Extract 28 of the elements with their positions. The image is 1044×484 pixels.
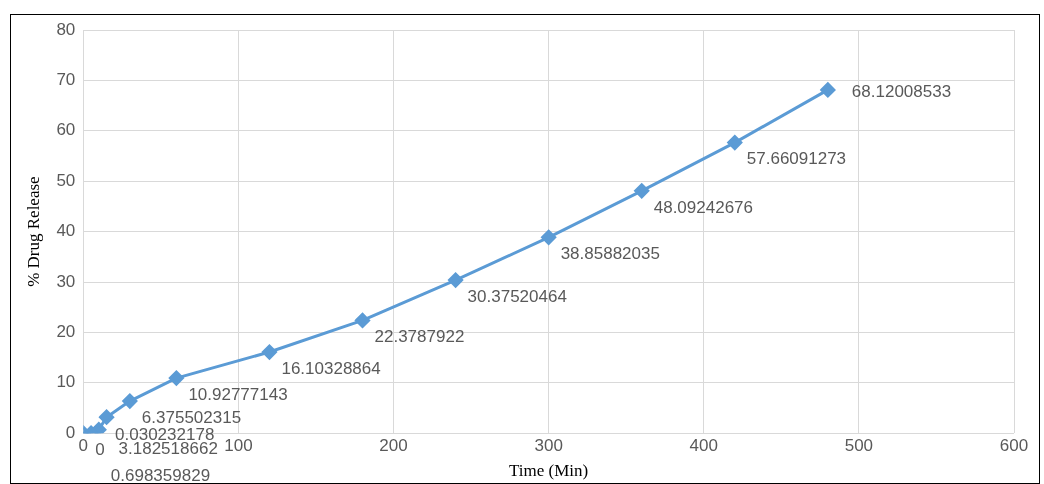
y-tick-label: 0	[65, 422, 76, 442]
y-tick-label: 30	[56, 271, 76, 291]
y-tick-label: 60	[56, 120, 76, 140]
data-label: 57.66091273	[746, 149, 847, 169]
x-tick-label: 300	[534, 436, 563, 456]
x-tick-label: 600	[999, 436, 1029, 456]
data-label: 68.12008533	[851, 81, 952, 101]
x-tick-label: 400	[689, 436, 718, 456]
data-label: 48.09242676	[653, 197, 753, 217]
x-tick-label: 200	[379, 436, 408, 456]
data-label: 16.10328864	[281, 358, 381, 378]
x-tick-label: 0	[78, 436, 89, 456]
y-tick-label: 70	[56, 70, 76, 90]
x-tick-label: 500	[844, 436, 874, 456]
x-tick-label: 100	[224, 436, 253, 456]
data-label: 22.3787922	[374, 327, 465, 347]
data-label: 38.85882035	[560, 244, 660, 264]
data-label: 6.375502315	[141, 407, 242, 427]
y-tick-label: 20	[56, 322, 76, 342]
y-tick-label: 40	[56, 221, 76, 241]
y-axis-title: % Drug Release	[23, 176, 43, 287]
data-label: 30.37520464	[467, 286, 567, 306]
y-tick-label: 50	[56, 170, 76, 190]
data-label: 0.698359829	[110, 466, 211, 484]
y-tick-label: 10	[56, 372, 76, 392]
data-label: 10.92777143	[188, 384, 288, 404]
x-axis-title: Time (Min)	[509, 461, 589, 481]
y-tick-label: 80	[56, 19, 76, 39]
